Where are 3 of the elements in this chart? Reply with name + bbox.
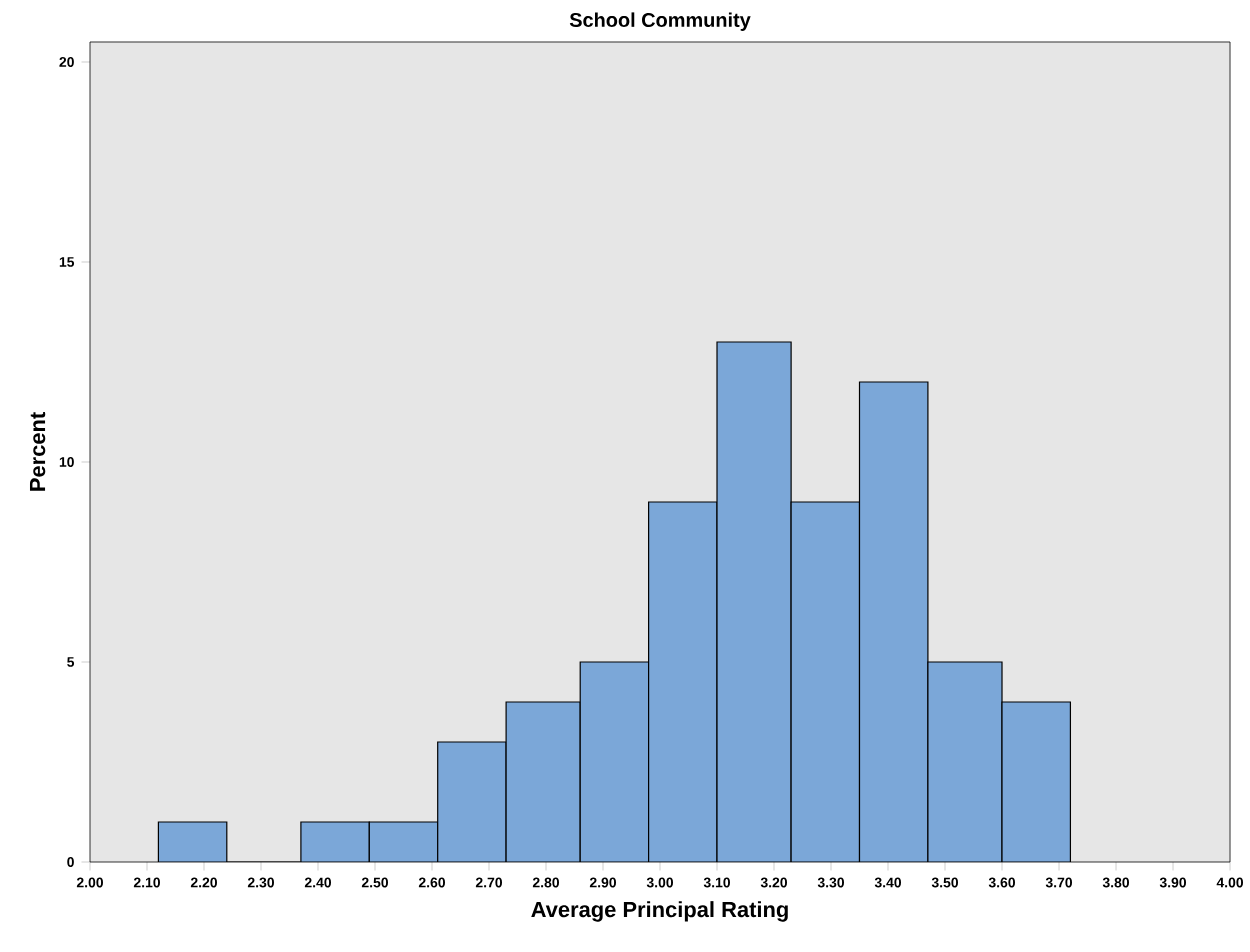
y-axis-title: Percent (29, 412, 46, 491)
chart-title: School Community (569, 12, 751, 31)
x-axis-title: Average Principal Rating (531, 901, 788, 922)
